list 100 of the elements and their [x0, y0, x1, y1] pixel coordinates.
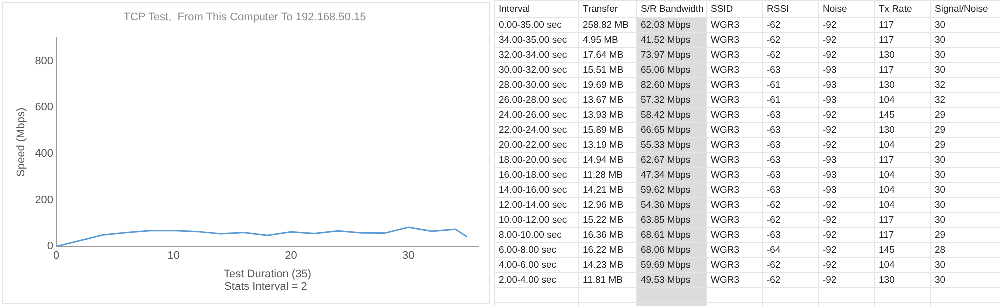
- text: 117: [874, 152, 930, 168]
- text: -92: [818, 18, 874, 32]
- text: 82.60 Mbps: [636, 78, 706, 92]
- text: 14.21 MB: [578, 182, 636, 198]
- text: 41.52 Mbps: [636, 32, 706, 48]
- text: -62: [762, 272, 818, 288]
- category-label: Interval: [494, 0, 578, 18]
- text: 30: [930, 198, 1000, 212]
- text: 32: [930, 92, 1000, 108]
- text: -63: [762, 122, 818, 138]
- text: -92: [818, 198, 874, 212]
- text: -93: [818, 152, 874, 168]
- text: 130: [874, 78, 930, 92]
- text: 62.03 Mbps: [636, 18, 706, 32]
- text: 26.00-28.00 sec: [494, 92, 578, 108]
- text: 32.00-34.00 sec: [494, 48, 578, 62]
- text: -62: [762, 18, 818, 32]
- text: 104: [874, 258, 930, 272]
- text: 145: [874, 242, 930, 258]
- text: 30: [930, 18, 1000, 32]
- text: 30: [930, 32, 1000, 48]
- text: 32: [930, 78, 1000, 92]
- category-label: S/R Bandwidth: [636, 0, 706, 18]
- text: WGR3: [706, 228, 762, 242]
- text: 30: [930, 168, 1000, 182]
- x-tick-label: 10: [168, 250, 180, 262]
- text: -61: [762, 92, 818, 108]
- text: WGR3: [706, 138, 762, 152]
- y-tick-label: 200: [35, 194, 54, 206]
- text: 15.22 MB: [578, 212, 636, 228]
- text: -93: [818, 182, 874, 198]
- text: -63: [762, 138, 818, 152]
- text: 11.81 MB: [578, 272, 636, 288]
- text: WGR3: [706, 122, 762, 138]
- text: -63: [762, 168, 818, 182]
- text: 49.53 Mbps: [636, 272, 706, 288]
- text: 117: [874, 32, 930, 48]
- text: WGR3: [706, 242, 762, 258]
- text: 12.96 MB: [578, 198, 636, 212]
- x-axis-title: Test Duration (35): [224, 268, 312, 280]
- text: 12.00-14.00 sec: [494, 198, 578, 212]
- text: -63: [762, 182, 818, 198]
- text: -64: [762, 242, 818, 258]
- text: 30.00-32.00 sec: [494, 62, 578, 78]
- text: -92: [818, 258, 874, 272]
- text: -93: [818, 92, 874, 108]
- text: 62.67 Mbps: [636, 152, 706, 168]
- text: -92: [818, 242, 874, 258]
- text: -92: [818, 272, 874, 288]
- text: 30: [930, 152, 1000, 168]
- text: 130: [874, 122, 930, 138]
- text: 55.33 Mbps: [636, 138, 706, 152]
- text: 29: [930, 138, 1000, 152]
- text: WGR3: [706, 48, 762, 62]
- text: -63: [762, 152, 818, 168]
- text: 54.36 Mbps: [636, 198, 706, 212]
- text: 30: [930, 62, 1000, 78]
- text: 30: [930, 182, 1000, 198]
- text: 68.61 Mbps: [636, 228, 706, 242]
- text: 14.00-16.00 sec: [494, 182, 578, 198]
- text: 8.00-10.00 sec: [494, 228, 578, 242]
- text: 63.85 Mbps: [636, 212, 706, 228]
- text: -61: [762, 78, 818, 92]
- text: -92: [818, 32, 874, 48]
- text: -93: [818, 78, 874, 92]
- category-label: Transfer: [578, 0, 636, 18]
- text: 4.95 MB: [578, 32, 636, 48]
- x-tick-label: 20: [285, 250, 298, 262]
- text: 13.67 MB: [578, 92, 636, 108]
- text: WGR3: [706, 258, 762, 272]
- y-axis-title: Speed (Mbps): [16, 108, 28, 177]
- text: 104: [874, 182, 930, 198]
- text: 29: [930, 108, 1000, 122]
- text: -92: [818, 212, 874, 228]
- text: Stats Interval = 2: [224, 281, 308, 293]
- text: 59.69 Mbps: [636, 258, 706, 272]
- text: 117: [874, 62, 930, 78]
- text: 104: [874, 92, 930, 108]
- text: -62: [762, 212, 818, 228]
- text: 22.00-24.00 sec: [494, 122, 578, 138]
- text: 57.32 Mbps: [636, 92, 706, 108]
- text: WGR3: [706, 212, 762, 228]
- text: -63: [762, 228, 818, 242]
- text: 258.82 MB: [578, 18, 636, 32]
- text: 6.00-8.00 sec: [494, 242, 578, 258]
- text: 13.19 MB: [578, 138, 636, 152]
- text: -62: [762, 258, 818, 272]
- text: WGR3: [706, 92, 762, 108]
- text: 65.06 Mbps: [636, 62, 706, 78]
- text: -63: [762, 108, 818, 122]
- text: 11.28 MB: [578, 168, 636, 182]
- text: 16.36 MB: [578, 228, 636, 242]
- text: 24.00-26.00 sec: [494, 108, 578, 122]
- chart-title: TCP Test, From This Computer To 192.168.50.15: [124, 12, 366, 24]
- text: WGR3: [706, 32, 762, 48]
- text: 29: [930, 228, 1000, 242]
- text: 16.22 MB: [578, 242, 636, 258]
- text: 73.97 Mbps: [636, 48, 706, 62]
- text: 15.89 MB: [578, 122, 636, 138]
- x-tick-label: 30: [402, 250, 415, 262]
